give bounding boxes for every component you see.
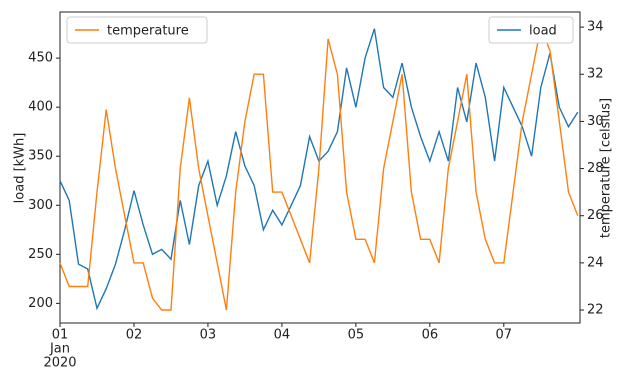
y2-tick-label: 28 [587, 161, 604, 176]
y2-tick-label: 30 [587, 114, 604, 129]
y-axis-label: load [kWh] [13, 133, 28, 204]
legend-box [66, 16, 208, 44]
y-tick-label: 300 [28, 198, 53, 213]
x-tick-label: 06 [422, 328, 439, 343]
x-tick-label: 01 [52, 328, 69, 343]
x-sublabel: 2020 [43, 356, 76, 371]
y-tick-label: 400 [28, 100, 53, 115]
y2-tick-label: 32 [587, 67, 604, 82]
y-tick-label: 250 [28, 247, 53, 262]
y-tick-label: 350 [28, 149, 53, 164]
x-sublabel: Jan [49, 342, 70, 357]
y2-axis-label: temperature [celsius] [599, 98, 614, 238]
x-tick-label: 05 [348, 328, 365, 343]
legend-box [488, 16, 574, 44]
plot-frame [59, 11, 581, 324]
y-tick-label: 200 [28, 296, 53, 311]
y2-tick-label: 24 [587, 255, 604, 270]
legend-label: temperature [107, 24, 189, 39]
y2-tick-label: 34 [587, 20, 604, 35]
series-line [59, 24, 579, 311]
x-tick-label: 03 [200, 328, 217, 343]
y2-tick-label: 26 [587, 208, 604, 223]
y2-tick-label: 22 [587, 303, 604, 318]
x-tick-label: 04 [274, 328, 291, 343]
y-tick-label: 450 [28, 51, 53, 66]
x-tick-label: 07 [496, 328, 513, 343]
legend-label: load [529, 24, 557, 39]
x-tick-label: 02 [126, 328, 143, 343]
